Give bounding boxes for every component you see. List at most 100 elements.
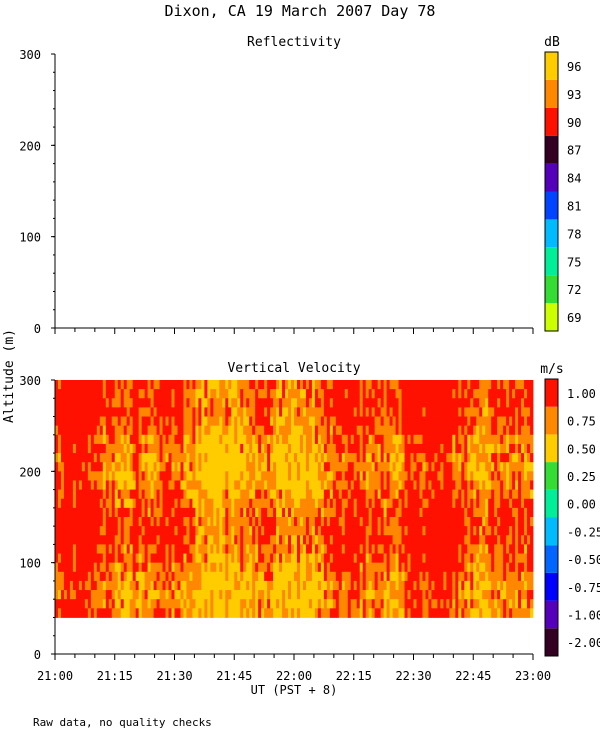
heatmap-cell xyxy=(267,553,271,564)
heatmap-cell xyxy=(84,608,89,618)
heatmap-cell xyxy=(261,580,265,591)
heatmap-cell xyxy=(323,380,328,390)
heatmap-cell xyxy=(476,562,480,573)
heatmap-cell xyxy=(305,517,310,527)
heatmap-cell xyxy=(201,416,205,427)
heatmap-cell xyxy=(422,434,426,445)
heatmap-cell xyxy=(159,389,163,399)
heatmap-cell xyxy=(198,608,202,618)
heatmap-cell xyxy=(72,608,77,618)
heatmap-cell xyxy=(500,544,504,554)
heatmap-cell xyxy=(183,471,187,481)
heatmap-cell xyxy=(198,590,202,600)
heatmap-cell xyxy=(189,471,193,481)
heatmap-cell xyxy=(458,380,462,390)
heatmap-cell xyxy=(270,462,274,472)
heatmap-cell xyxy=(422,398,426,408)
heatmap-cell xyxy=(159,380,163,390)
heatmap-cell xyxy=(389,526,393,536)
heatmap-cell xyxy=(296,380,301,390)
heatmap-cell xyxy=(180,580,184,591)
heatmap-cell xyxy=(380,517,385,527)
heatmap-cell xyxy=(317,526,322,536)
heatmap-cell xyxy=(222,526,226,536)
heatmap-cell xyxy=(111,453,116,463)
heatmap-cell xyxy=(362,544,367,554)
heatmap-cell xyxy=(503,517,507,527)
footnote: Raw data, no quality checks xyxy=(33,716,212,729)
heatmap-cell xyxy=(198,407,202,417)
heatmap-cell xyxy=(81,526,86,536)
heatmap-cell xyxy=(428,425,432,436)
heatmap-cell xyxy=(440,453,444,463)
heatmap-cell xyxy=(296,544,301,554)
heatmap-cell xyxy=(428,380,432,390)
heatmap-cell xyxy=(416,580,420,591)
heatmap-cell xyxy=(162,535,166,545)
heatmap-cell xyxy=(347,580,352,591)
heatmap-cell xyxy=(222,507,226,518)
heatmap-cell xyxy=(494,398,498,408)
heatmap-cell xyxy=(69,535,74,545)
heatmap-cell xyxy=(177,380,181,390)
heatmap-cell xyxy=(461,544,465,554)
heatmap-cell xyxy=(252,599,256,609)
colorbar-segment xyxy=(545,462,558,490)
heatmap-cell xyxy=(329,526,334,536)
heatmap-cell xyxy=(398,407,402,417)
heatmap-cell xyxy=(356,544,361,554)
heatmap-cell xyxy=(476,535,480,545)
heatmap-cell xyxy=(87,498,92,509)
heatmap-cell xyxy=(270,398,274,408)
heatmap-cell xyxy=(258,553,262,564)
heatmap-cell xyxy=(60,416,65,427)
heatmap-cell xyxy=(102,553,107,564)
heatmap-cell xyxy=(168,571,172,582)
heatmap-cell xyxy=(273,489,277,500)
heatmap-cell xyxy=(389,553,393,564)
heatmap-cell xyxy=(63,571,68,582)
heatmap-cell xyxy=(449,535,453,545)
heatmap-cell xyxy=(60,507,65,518)
heatmap-cell xyxy=(207,599,211,609)
heatmap-cell xyxy=(174,434,178,445)
heatmap-cell xyxy=(201,608,205,618)
heatmap-cell xyxy=(228,571,232,582)
heatmap-cell xyxy=(515,380,519,390)
heatmap-cell xyxy=(234,498,238,509)
heatmap-cell xyxy=(288,580,292,591)
heatmap-cell xyxy=(359,398,364,408)
heatmap-cell xyxy=(326,407,331,417)
heatmap-cell xyxy=(500,599,504,609)
heatmap-cell xyxy=(404,526,408,536)
heatmap-cell xyxy=(156,535,160,545)
heatmap-cell xyxy=(132,398,137,408)
heatmap-cell xyxy=(335,562,340,573)
heatmap-cell xyxy=(195,517,199,527)
heatmap-cell xyxy=(168,434,172,445)
heatmap-cell xyxy=(60,398,65,408)
heatmap-cell xyxy=(90,571,95,582)
heatmap-cell xyxy=(198,489,202,500)
heatmap-cell xyxy=(207,425,211,436)
heatmap-cell xyxy=(99,416,104,427)
heatmap-cell xyxy=(335,571,340,582)
heatmap-cell xyxy=(117,553,122,564)
heatmap-cell xyxy=(386,590,390,600)
heatmap-cell xyxy=(449,608,453,618)
heatmap-cell xyxy=(488,580,492,591)
heatmap-cell xyxy=(308,608,313,618)
heatmap-cell xyxy=(252,398,256,408)
heatmap-cell xyxy=(288,544,292,554)
heatmap-cell xyxy=(302,407,307,417)
heatmap-cell xyxy=(207,380,211,390)
heatmap-cell xyxy=(389,498,393,509)
heatmap-cell xyxy=(440,380,444,390)
heatmap-cell xyxy=(356,498,361,509)
heatmap-cell xyxy=(288,443,292,454)
heatmap-cell xyxy=(410,462,414,472)
heatmap-cell xyxy=(527,608,531,618)
heatmap-cell xyxy=(401,544,405,554)
heatmap-cell xyxy=(282,562,286,573)
heatmap-cell xyxy=(174,480,178,490)
